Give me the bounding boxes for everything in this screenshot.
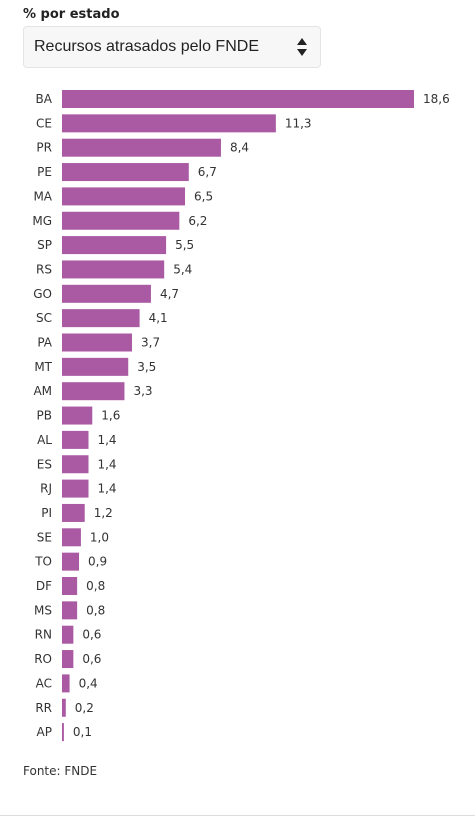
value-label: 4,1 xyxy=(149,311,168,325)
category-label: RO xyxy=(34,652,52,666)
bar xyxy=(62,577,78,595)
bar xyxy=(62,90,414,108)
category-label: DF xyxy=(36,579,52,593)
value-label: 6,5 xyxy=(194,189,213,203)
bar xyxy=(62,114,276,133)
bar xyxy=(62,601,78,620)
category-label: RR xyxy=(35,701,52,715)
category-label: AC xyxy=(36,676,52,690)
metric-select-value: Recursos atrasados pelo FNDE xyxy=(34,38,259,55)
category-label: RJ xyxy=(40,482,52,496)
category-label: BA xyxy=(36,92,53,106)
bar xyxy=(62,552,80,571)
category-label: CE xyxy=(36,116,52,130)
bar xyxy=(62,138,221,157)
value-label: 0,4 xyxy=(79,676,98,690)
category-label: AP xyxy=(37,725,52,739)
category-label: RS xyxy=(36,262,52,276)
category-label: MT xyxy=(34,360,52,374)
category-label: TO xyxy=(34,555,52,569)
value-label: 8,4 xyxy=(230,141,249,155)
bar xyxy=(62,187,186,206)
category-label: PB xyxy=(37,409,52,423)
bar xyxy=(62,455,89,474)
bar xyxy=(62,284,151,303)
bar xyxy=(62,309,140,328)
category-label: PE xyxy=(37,165,52,179)
value-label: 1,0 xyxy=(90,530,109,544)
bar xyxy=(62,260,165,279)
chart-heading: % por estado xyxy=(23,7,120,22)
bar xyxy=(62,406,93,425)
value-label: 5,5 xyxy=(175,238,194,252)
value-label: 3,7 xyxy=(141,336,160,350)
bar xyxy=(62,430,89,449)
category-label: SP xyxy=(37,238,52,252)
category-label: SC xyxy=(36,311,52,325)
value-label: 6,2 xyxy=(188,214,207,228)
value-label: 0,8 xyxy=(86,579,105,593)
category-label: AM xyxy=(33,384,52,398)
value-label: 0,8 xyxy=(86,603,105,617)
category-label: MS xyxy=(34,603,52,617)
value-label: 1,2 xyxy=(94,506,113,520)
bar xyxy=(62,723,64,742)
category-label: MG xyxy=(32,214,52,228)
category-label: AL xyxy=(37,433,52,447)
category-label: MA xyxy=(33,189,52,203)
category-label: PI xyxy=(41,506,52,520)
value-label: 3,3 xyxy=(133,384,152,398)
source-note: Fonte: FNDE xyxy=(23,764,98,778)
bar-chart: BA 18,6 CE 11,3 PR 8,4 PE 6,7 MA 6,5 MG 6,2 SP 5,5 RS 5… xyxy=(32,90,450,742)
sort-arrows-icon xyxy=(297,38,307,56)
value-label: 5,4 xyxy=(173,262,192,276)
bar xyxy=(62,479,89,498)
bar xyxy=(62,528,81,547)
bar xyxy=(62,236,167,255)
bar xyxy=(62,382,125,401)
value-label: 18,6 xyxy=(423,92,450,106)
value-label: 1,4 xyxy=(97,482,116,496)
value-label: 0,1 xyxy=(73,725,92,739)
bar xyxy=(62,357,129,376)
category-label: PR xyxy=(36,141,52,155)
category-label: RN xyxy=(35,628,52,642)
value-label: 1,4 xyxy=(97,457,116,471)
bar xyxy=(62,625,74,644)
value-label: 4,7 xyxy=(160,287,179,301)
bar xyxy=(62,698,66,717)
value-label: 3,5 xyxy=(137,360,156,374)
bar xyxy=(62,650,74,669)
value-label: 0,9 xyxy=(88,555,107,569)
category-label: GO xyxy=(33,287,52,301)
value-label: 6,7 xyxy=(198,165,217,179)
bar xyxy=(62,674,70,693)
value-label: 0,6 xyxy=(82,628,101,642)
category-label: SE xyxy=(37,530,52,544)
value-label: 0,2 xyxy=(75,701,94,715)
value-label: 1,6 xyxy=(101,409,120,423)
bar xyxy=(62,211,180,230)
bar xyxy=(62,503,85,522)
value-label: 11,3 xyxy=(285,116,312,130)
bottom-divider xyxy=(0,815,475,816)
category-label: PA xyxy=(37,336,52,350)
category-label: ES xyxy=(37,457,52,471)
metric-select[interactable]: Recursos atrasados pelo FNDE xyxy=(23,26,321,68)
value-label: 0,6 xyxy=(82,652,101,666)
value-label: 1,4 xyxy=(97,433,116,447)
bar xyxy=(62,333,133,352)
bar xyxy=(62,163,189,182)
